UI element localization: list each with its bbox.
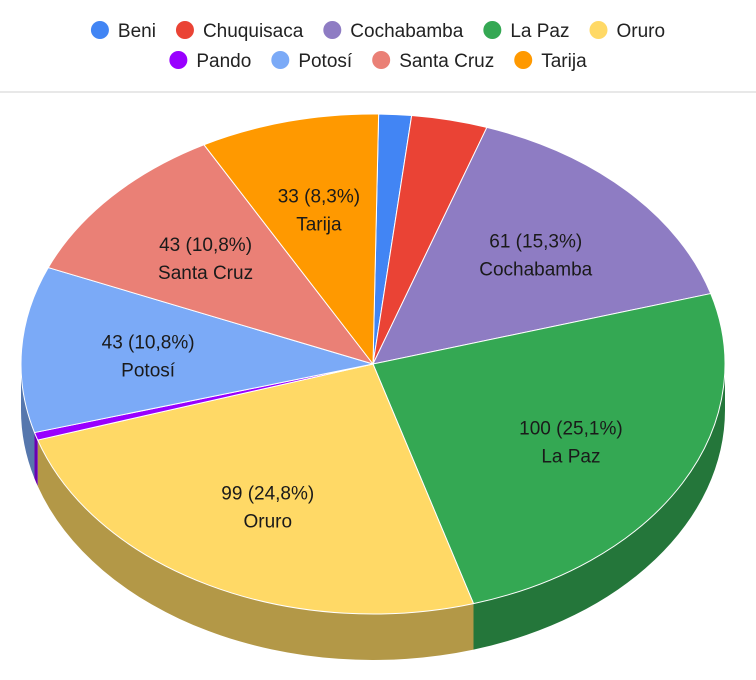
legend-item-pando[interactable]: Pando bbox=[169, 51, 251, 72]
legend-swatch-santa-cruz bbox=[372, 51, 391, 69]
legend-label-tarija: Tarija bbox=[541, 51, 587, 72]
slice-la-paz[interactable] bbox=[372, 293, 726, 605]
legend-item-potosi[interactable]: Potosí bbox=[271, 51, 353, 72]
legend-label-cochabamba: Cochabamba bbox=[350, 21, 463, 42]
slice-label-oruro: 99 (24,8%) Oruro bbox=[221, 483, 314, 532]
slice-name-label: Cochabamba bbox=[479, 259, 592, 280]
legend-swatch-chuquisaca bbox=[175, 21, 194, 39]
slice-side-oruro bbox=[37, 440, 474, 660]
slice-label-cochabamba: 61 (15,3%) Cochabamba bbox=[479, 231, 592, 280]
legend-item-beni[interactable]: Beni bbox=[90, 21, 156, 42]
legend-item-cochabamba[interactable]: Cochabamba bbox=[323, 21, 464, 42]
legend-label-potosi: Potosí bbox=[298, 51, 353, 72]
slice-side-pando bbox=[34, 432, 38, 487]
slice-label-santa-cruz: 43 (10,8%) Santa Cruz bbox=[158, 235, 253, 284]
pie-labels: 61 (15,3%) Cochabamba 100 (25,1%) La Paz 99 … bbox=[102, 187, 623, 533]
slice-santa-cruz[interactable] bbox=[47, 144, 374, 365]
slice-side-la-paz bbox=[473, 364, 725, 650]
legend-swatch-potosi bbox=[271, 51, 290, 69]
slice-label-potosi: 43 (10,8%) Potosí bbox=[102, 333, 195, 382]
slice-value-label: 43 (10,8%) bbox=[159, 235, 252, 256]
legend-item-tarija[interactable]: Tarija bbox=[514, 51, 587, 72]
legend-item-oruro[interactable]: Oruro bbox=[589, 21, 665, 42]
legend-swatch-cochabamba bbox=[323, 21, 342, 39]
legend-label-pando: Pando bbox=[196, 51, 251, 72]
slice-name-label: Tarija bbox=[296, 215, 342, 236]
slice-potosi[interactable] bbox=[20, 267, 374, 434]
legend-item-la-paz[interactable]: La Paz bbox=[483, 21, 569, 42]
slice-value-label: 61 (15,3%) bbox=[489, 231, 582, 252]
legend-swatch-oruro bbox=[589, 21, 608, 39]
slice-tarija[interactable] bbox=[203, 113, 380, 365]
slice-label-tarija: 33 (8,3%) Tarija bbox=[278, 187, 360, 236]
slice-value-label: 99 (24,8%) bbox=[221, 483, 314, 504]
legend-item-chuquisaca[interactable]: Chuquisaca bbox=[175, 21, 304, 42]
chart-legend: Beni Chuquisaca Cochabamba La Paz Oruro Pando… bbox=[90, 21, 665, 72]
slice-label-la-paz: 100 (25,1%) La Paz bbox=[519, 418, 623, 467]
slice-cochabamba[interactable] bbox=[372, 126, 712, 365]
pie-slices bbox=[20, 113, 726, 615]
legend-label-santa-cruz: Santa Cruz bbox=[399, 51, 494, 72]
slice-value-label: 100 (25,1%) bbox=[519, 418, 623, 439]
slice-name-label: Potosí bbox=[121, 361, 176, 382]
slice-oruro[interactable] bbox=[37, 363, 474, 615]
legend-label-la-paz: La Paz bbox=[510, 21, 569, 42]
legend-label-oruro: Oruro bbox=[616, 21, 665, 42]
legend-label-beni: Beni bbox=[118, 21, 156, 42]
pie-sides bbox=[21, 364, 725, 660]
legend-item-santa-cruz[interactable]: Santa Cruz bbox=[372, 51, 494, 72]
legend-swatch-pando bbox=[169, 51, 188, 69]
slice-name-label: La Paz bbox=[541, 446, 600, 467]
slice-side-potosi bbox=[21, 364, 35, 479]
slice-name-label: Oruro bbox=[243, 511, 292, 532]
legend-swatch-la-paz bbox=[483, 21, 502, 39]
legend-swatch-tarija bbox=[514, 51, 533, 69]
slice-value-label: 33 (8,3%) bbox=[278, 187, 360, 208]
slice-value-label: 43 (10,8%) bbox=[102, 333, 195, 354]
slice-name-label: Santa Cruz bbox=[158, 263, 253, 284]
legend-swatch-beni bbox=[90, 21, 109, 39]
legend-label-chuquisaca: Chuquisaca bbox=[203, 21, 304, 42]
